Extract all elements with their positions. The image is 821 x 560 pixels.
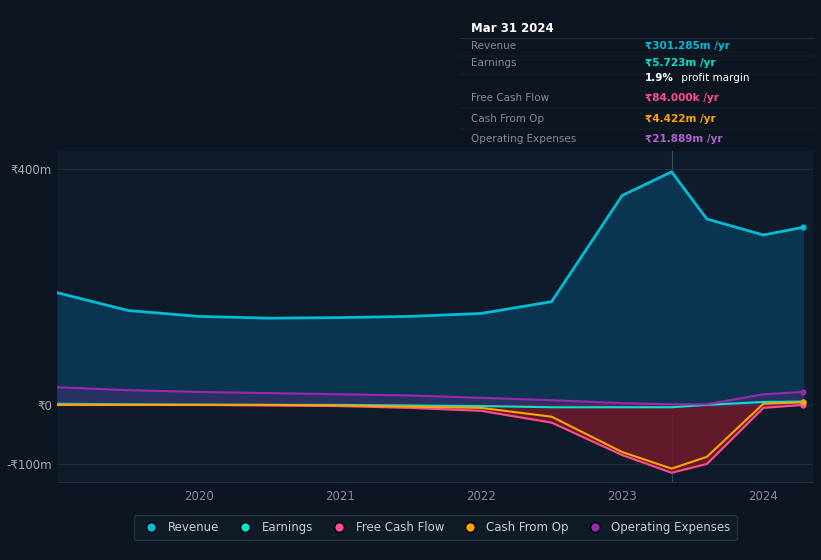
- Text: ₹301.285m /yr: ₹301.285m /yr: [644, 41, 730, 51]
- Text: ₹21.889m /yr: ₹21.889m /yr: [644, 134, 722, 144]
- Text: ₹4.422m /yr: ₹4.422m /yr: [644, 114, 715, 124]
- Text: Operating Expenses: Operating Expenses: [470, 134, 576, 144]
- Text: Revenue: Revenue: [470, 41, 516, 51]
- Point: [796, 223, 810, 232]
- Text: 1.9%: 1.9%: [644, 73, 673, 83]
- Text: ₹5.723m /yr: ₹5.723m /yr: [644, 58, 715, 68]
- Point: [796, 398, 810, 407]
- Text: Mar 31 2024: Mar 31 2024: [470, 22, 553, 35]
- Point: [796, 400, 810, 409]
- Legend: Revenue, Earnings, Free Cash Flow, Cash From Op, Operating Expenses: Revenue, Earnings, Free Cash Flow, Cash …: [134, 515, 736, 540]
- Text: profit margin: profit margin: [678, 73, 750, 83]
- Point: [796, 388, 810, 396]
- Point: [796, 397, 810, 406]
- Text: ₹84.000k /yr: ₹84.000k /yr: [644, 93, 718, 103]
- Text: Free Cash Flow: Free Cash Flow: [470, 93, 548, 103]
- Text: Cash From Op: Cash From Op: [470, 114, 544, 124]
- Text: Earnings: Earnings: [470, 58, 516, 68]
